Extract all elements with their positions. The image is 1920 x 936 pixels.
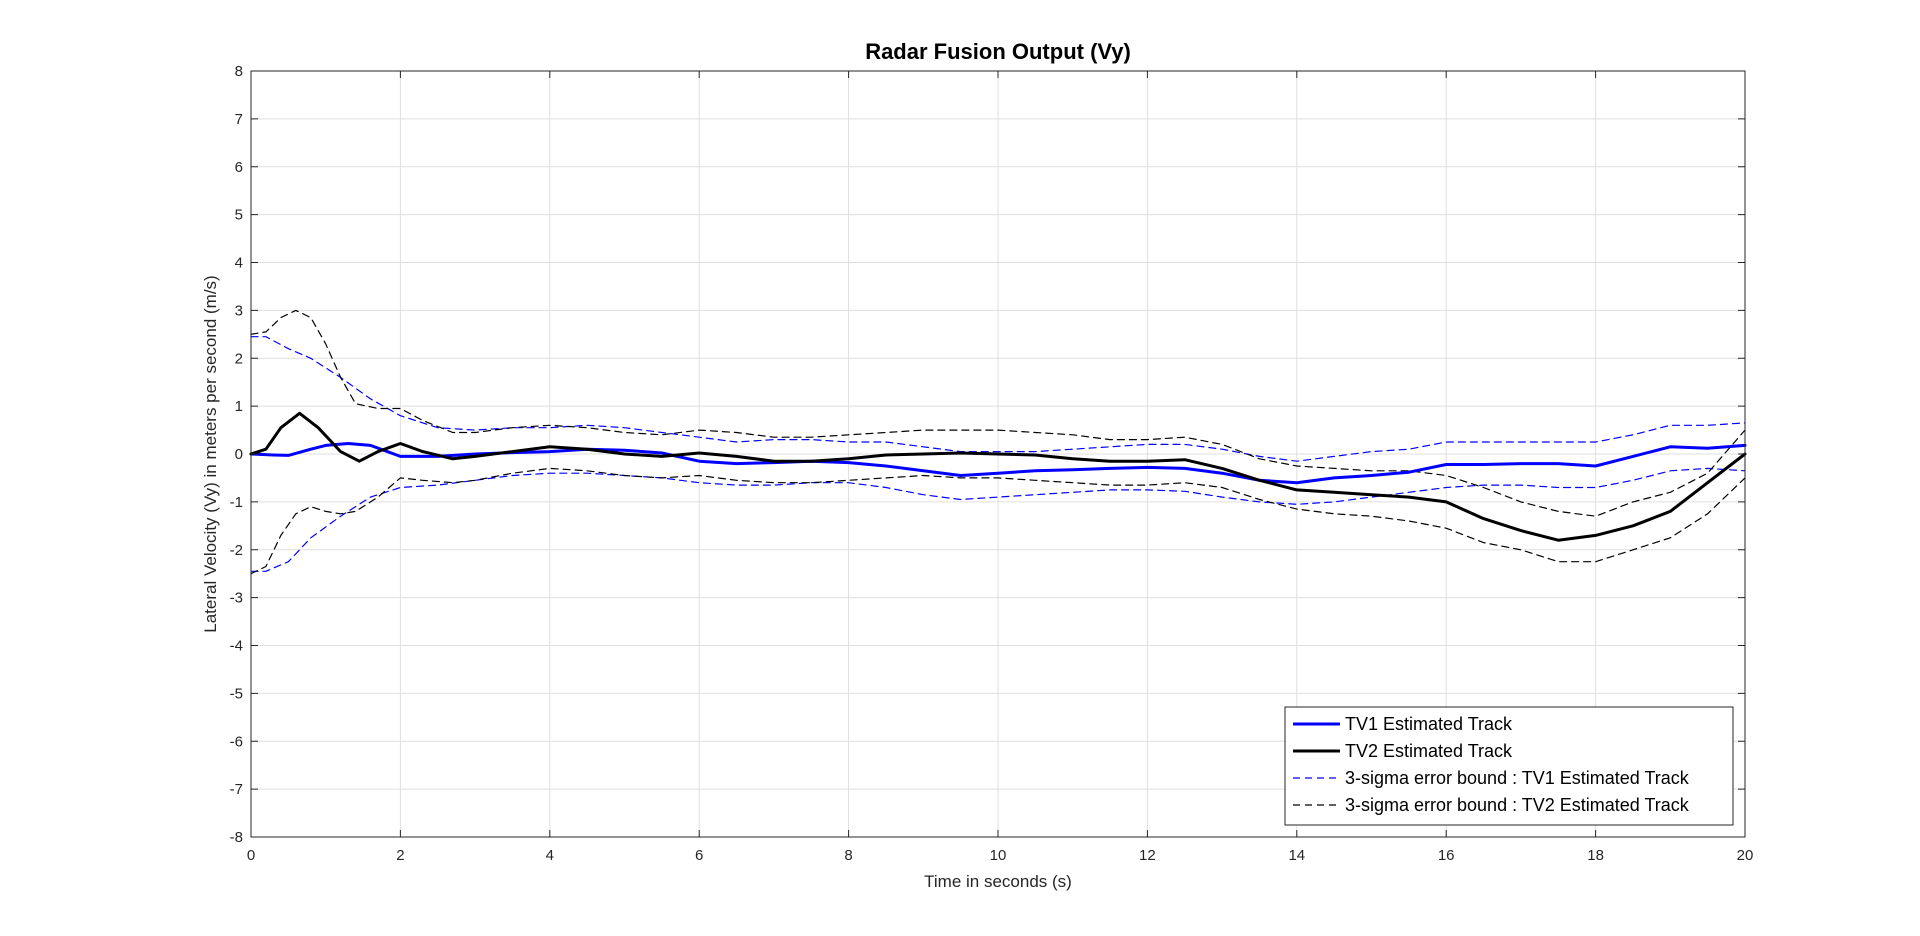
y-tick-label: 1 <box>235 398 243 415</box>
y-tick-label: 5 <box>235 207 243 224</box>
series-line-3-sigma-error-bound-tv2-estimated-track-5 <box>250 467 1746 575</box>
y-tick-label: 6 <box>235 159 243 176</box>
x-tick-label: 20 <box>1737 847 1754 864</box>
legend: TV1 Estimated Track TV2 Estimated Track 3-… <box>1284 706 1734 826</box>
y-tick-label: -6 <box>230 733 243 750</box>
x-axis-title: Time in seconds (s) <box>924 872 1072 891</box>
y-tick-label: 4 <box>235 255 243 272</box>
legend-label: 3-sigma error bound : TV1 Estimated Trac… <box>1345 768 1690 788</box>
legend-box <box>1284 706 1734 826</box>
x-tick-label: 6 <box>695 847 703 864</box>
y-tick-label: -4 <box>230 638 243 655</box>
series-line-tv1-estimated-track-0 <box>249 442 1747 485</box>
x-tick-label: 10 <box>990 847 1007 864</box>
y-tick-label: -8 <box>230 829 243 846</box>
series-line-tv2-estimated-track-1 <box>249 411 1747 542</box>
x-tick-label: 18 <box>1587 847 1604 864</box>
legend-label: TV1 Estimated Track <box>1345 714 1513 734</box>
y-tick-label: 2 <box>235 350 243 367</box>
y-tick-label: -5 <box>230 685 243 702</box>
y-tick-label: -7 <box>230 781 243 798</box>
y-axis-title: Lateral Velocity (Vy) in meters per seco… <box>201 275 220 632</box>
series-group <box>249 309 1747 575</box>
x-tick-label: 12 <box>1139 847 1156 864</box>
x-tick-label: 4 <box>546 847 554 864</box>
x-tick-label: 8 <box>844 847 852 864</box>
legend-label: 3-sigma error bound : TV2 Estimated Trac… <box>1345 795 1690 815</box>
y-tick-label: 8 <box>235 63 243 80</box>
y-tick-label: 3 <box>235 302 243 319</box>
x-tick-label: 2 <box>396 847 404 864</box>
legend-label: TV2 Estimated Track <box>1345 741 1513 761</box>
axis-ticks: 0 2 4 6 8 10 12 14 16 18 20-8-7-6-5-4-3-2-10123456… <box>230 63 1754 864</box>
series-line-3-sigma-error-bound-tv2-estimated-track-4 <box>250 309 1746 517</box>
x-tick-label: 16 <box>1438 847 1455 864</box>
y-tick-label: -3 <box>230 590 243 607</box>
x-tick-label: 14 <box>1288 847 1305 864</box>
y-tick-label: 7 <box>235 111 243 128</box>
y-tick-label: 0 <box>235 446 243 463</box>
chart-title: Radar Fusion Output (Vy) <box>865 39 1131 64</box>
x-tick-label: 0 <box>247 847 255 864</box>
series-line-3-sigma-error-bound-tv1-estimated-track-3 <box>250 467 1746 572</box>
y-tick-label: -2 <box>230 542 243 559</box>
y-tick-label: -1 <box>230 494 243 511</box>
